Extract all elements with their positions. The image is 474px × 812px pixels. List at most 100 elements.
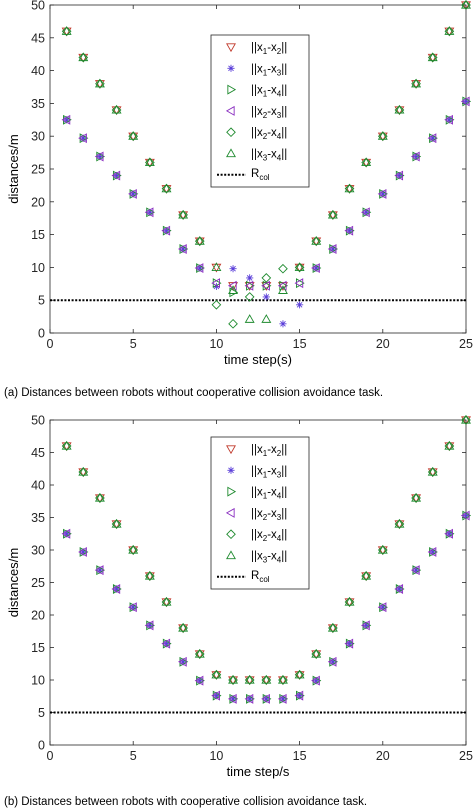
data-point [162, 640, 171, 648]
data-point [344, 183, 355, 194]
data-point [377, 602, 387, 613]
data-point [445, 528, 455, 539]
data-point [412, 565, 422, 576]
y-tick-label: 30 [31, 130, 45, 144]
data-point [444, 441, 455, 451]
data-point [244, 314, 255, 323]
data-point [427, 52, 438, 62]
data-point [427, 546, 437, 557]
data-point [377, 545, 388, 555]
data-point [394, 105, 405, 115]
data-point [161, 638, 171, 649]
data-point [194, 675, 204, 686]
data-point [161, 225, 171, 236]
data-point [411, 78, 422, 88]
data-point [212, 282, 220, 291]
legend-marker [227, 466, 235, 474]
data-point [362, 620, 372, 631]
data-point [427, 467, 438, 477]
data-point [96, 566, 104, 574]
data-point [194, 649, 205, 659]
data-point [128, 188, 137, 199]
data-point [411, 80, 422, 89]
caption-a: (a) Distances between robots without coo… [4, 387, 384, 399]
data-point [410, 151, 420, 162]
legend-entry: ||x1-x4|| [251, 487, 287, 501]
data-point [394, 519, 405, 529]
series-5 [61, 0, 471, 323]
data-point [194, 650, 205, 660]
data-point [63, 114, 72, 125]
data-point [444, 528, 453, 539]
y-tick-label: 15 [31, 228, 45, 242]
data-point [79, 134, 87, 142]
data-point [244, 282, 255, 291]
data-point [296, 278, 305, 289]
data-point [196, 264, 204, 272]
data-point [327, 209, 338, 219]
y-tick-label: 25 [31, 163, 45, 177]
data-point [244, 280, 254, 291]
data-point [311, 650, 322, 660]
data-point [311, 236, 322, 245]
legend-entry: ||x2-x4|| [251, 529, 287, 543]
series-1 [63, 511, 470, 703]
data-point [78, 468, 89, 478]
data-point [194, 236, 205, 246]
data-point [111, 519, 122, 529]
data-point [312, 264, 320, 272]
data-point [444, 440, 455, 450]
y-tick-label: 5 [38, 706, 45, 720]
data-point [361, 207, 370, 218]
data-point [294, 690, 304, 701]
data-point [94, 565, 104, 576]
data-point [311, 263, 320, 274]
data-point [329, 656, 338, 667]
data-point [96, 565, 106, 576]
y-tick-label: 45 [31, 31, 45, 45]
data-point [445, 116, 453, 124]
data-point [412, 152, 420, 161]
data-point [128, 544, 139, 554]
data-point [194, 237, 205, 247]
legend-marker [226, 127, 236, 138]
data-point [229, 693, 239, 704]
data-point [244, 693, 254, 704]
legend-entry: ||x1-x3|| [251, 465, 287, 479]
data-point [179, 245, 187, 253]
data-point [377, 544, 388, 554]
data-point [128, 602, 137, 613]
data-point [327, 211, 338, 221]
data-point [361, 572, 372, 582]
series-1 [63, 97, 470, 328]
data-point [412, 151, 422, 162]
data-point [294, 669, 305, 679]
data-point [211, 299, 222, 310]
data-point [294, 278, 304, 289]
data-point [246, 280, 255, 291]
data-point [161, 183, 172, 194]
data-point [279, 695, 287, 703]
data-point [261, 674, 272, 684]
data-point [129, 602, 139, 613]
chart-panel-b: 0 5 10 15 20 25 0 5 10 15 20 25 30 35 40 45 50 time step/… [6, 414, 473, 780]
data-point [178, 244, 187, 255]
y-tick-label: 0 [38, 327, 45, 341]
data-point [144, 157, 155, 167]
data-point [411, 494, 422, 504]
data-point [296, 301, 304, 309]
data-point [444, 26, 455, 37]
data-point [311, 648, 322, 658]
data-point [329, 245, 337, 253]
data-point [262, 695, 270, 703]
y-tick-label: 40 [31, 64, 45, 78]
y-tick-label: 20 [31, 609, 45, 623]
data-point [394, 104, 405, 114]
data-point [427, 52, 438, 63]
data-point [377, 131, 388, 142]
series-4 [61, 0, 471, 329]
data-point [128, 131, 139, 142]
y-tick-label: 10 [31, 261, 45, 275]
data-point [379, 188, 388, 199]
